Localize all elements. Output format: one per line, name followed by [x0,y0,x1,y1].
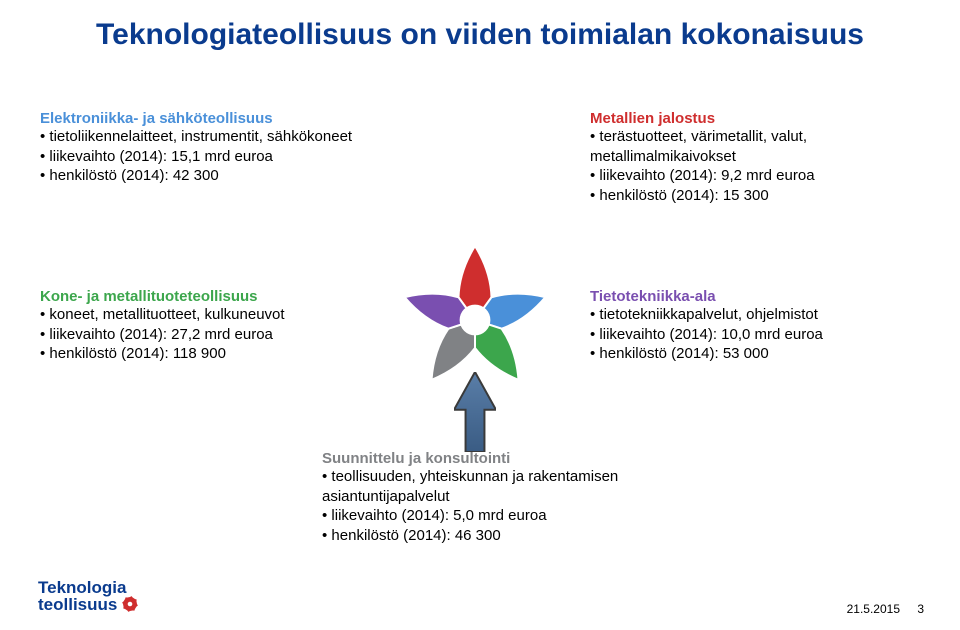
sector-elec-bullet: henkilöstö (2014): 42 300 [40,166,370,186]
sector-plan-bullet: teollisuuden, yhteiskunnan ja rakentamis… [322,467,652,506]
sector-plan-bullet: liikevaihto (2014): 5,0 mrd euroa [322,506,652,526]
sector-metals-bullet: henkilöstö (2014): 15 300 [590,186,920,206]
sector-elec: Elektroniikka- ja sähköteollisuus tietol… [40,110,370,186]
sector-machine-bullet: koneet, metallituotteet, kulkuneuvot [40,305,370,325]
sector-plan-heading: Suunnittelu ja konsultointi [322,450,652,467]
sector-ict-bullet: tietotekniikkapalvelut, ohjelmistot [590,305,920,325]
sector-ict-bullet: henkilöstö (2014): 53 000 [590,344,920,364]
sector-machine: Kone- ja metallituoteteollisuus koneet, … [40,288,370,364]
sector-ict-heading: Tietotekniikka-ala [590,288,920,305]
gear-icon [122,596,138,615]
brand-logo-line2: teollisuus [38,595,117,614]
footer-page-number: 3 [917,602,924,616]
page-title: Teknologiateollisuus on viiden toimialan… [40,18,920,53]
sector-elec-bullet: tietoliikennelaitteet, instrumentit, säh… [40,127,370,147]
sector-machine-bullet: liikevaihto (2014): 27,2 mrd euroa [40,325,370,345]
sector-elec-heading: Elektroniikka- ja sähköteollisuus [40,110,370,127]
sector-ict: Tietotekniikka-ala tietotekniikkapalvelu… [590,288,920,364]
sector-machine-heading: Kone- ja metallituoteteollisuus [40,288,370,305]
brand-logo-line1: Teknologia [38,578,126,597]
sector-plan: Suunnittelu ja konsultointi teollisuuden… [322,450,652,545]
sector-machine-bullet: henkilöstö (2014): 118 900 [40,344,370,364]
footer-date: 21.5.2015 [847,602,900,616]
sector-elec-bullet: liikevaihto (2014): 15,1 mrd euroa [40,147,370,167]
sector-ict-bullet: liikevaihto (2014): 10,0 mrd euroa [590,325,920,345]
sector-metals: Metallien jalostus terästuotteet, värime… [590,110,920,205]
sector-metals-heading: Metallien jalostus [590,110,920,127]
up-arrow-icon [454,372,496,452]
sector-metals-bullet: terästuotteet, värimetallit, valut, meta… [590,127,920,166]
brand-logo: Teknologia teollisuus [38,580,138,615]
sector-plan-bullet: henkilöstö (2014): 46 300 [322,526,652,546]
sector-metals-bullet: liikevaihto (2014): 9,2 mrd euroa [590,166,920,186]
